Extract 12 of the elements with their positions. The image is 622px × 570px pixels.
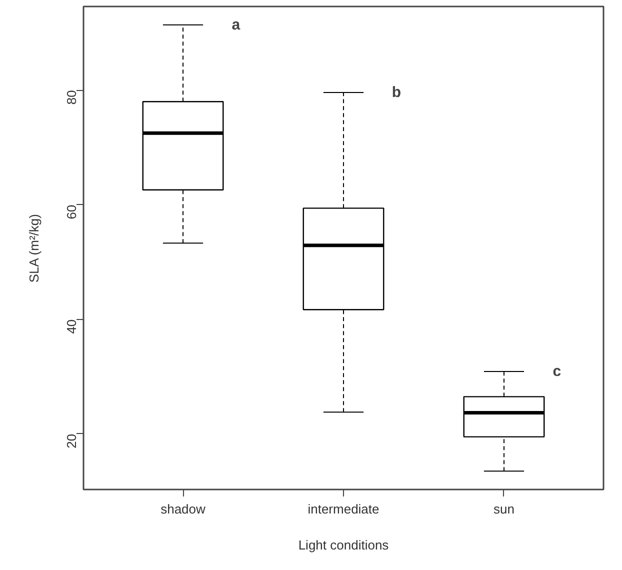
x-tick-label: shadow (160, 502, 206, 516)
annotation: b (392, 84, 402, 101)
x-tick-label: intermediate (308, 502, 380, 516)
annotation: a (232, 16, 241, 34)
y-tick-label: 40 (64, 319, 79, 334)
y-tick-label: 60 (64, 204, 79, 220)
annotation: c (552, 362, 562, 380)
y-tick-label: 80 (64, 90, 79, 105)
y-tick-label: 20 (64, 434, 79, 448)
x-tick-label: sun (494, 502, 514, 516)
x-axis-title: Light conditions (298, 538, 390, 552)
y-axis-title: SLA (m²/kg) (26, 214, 42, 283)
